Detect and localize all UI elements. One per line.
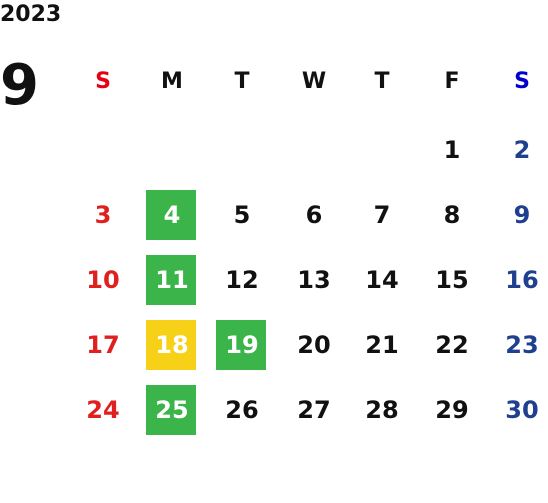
day-number: 9 [513, 201, 531, 229]
day-number: 4 [163, 201, 181, 229]
day-highlight [146, 385, 196, 435]
day-number: 29 [435, 396, 469, 424]
day-number: 10 [86, 266, 120, 294]
day-number: 8 [443, 201, 461, 229]
day-number: 19 [225, 331, 259, 359]
day-number: 23 [505, 331, 539, 359]
day-highlight [146, 320, 196, 370]
weekday-label: F [444, 68, 460, 94]
day-number: 18 [155, 331, 189, 359]
weekday-label: T [234, 68, 250, 94]
weekday-label: S [514, 68, 530, 94]
day-number: 22 [435, 331, 469, 359]
day-number: 14 [365, 266, 399, 294]
day-number: 17 [86, 331, 120, 359]
day-number: 15 [435, 266, 469, 294]
day-number: 25 [155, 396, 189, 424]
day-number: 2 [513, 136, 531, 164]
weekday-label: W [301, 68, 327, 94]
day-number: 12 [225, 266, 259, 294]
weekday-label: M [161, 68, 183, 94]
day-number: 7 [373, 201, 391, 229]
month: 9 [0, 53, 39, 118]
day-number: 24 [86, 396, 120, 424]
day-highlight [146, 190, 196, 240]
day-number: 20 [297, 331, 331, 359]
day-number: 13 [297, 266, 331, 294]
day-highlight [216, 320, 266, 370]
day-number: 21 [365, 331, 399, 359]
day-highlight [146, 255, 196, 305]
day-number: 1 [443, 136, 461, 164]
day-number: 16 [505, 266, 539, 294]
weekday-label: S [95, 68, 111, 94]
day-number: 5 [233, 201, 251, 229]
day-number: 27 [297, 396, 331, 424]
day-number: 6 [305, 201, 323, 229]
year: 2023 [0, 2, 62, 27]
day-number: 11 [155, 266, 189, 294]
day-number: 3 [94, 201, 112, 229]
day-number: 28 [365, 396, 399, 424]
day-number: 30 [505, 396, 539, 424]
day-number: 26 [225, 396, 259, 424]
weekday-label: T [374, 68, 390, 94]
